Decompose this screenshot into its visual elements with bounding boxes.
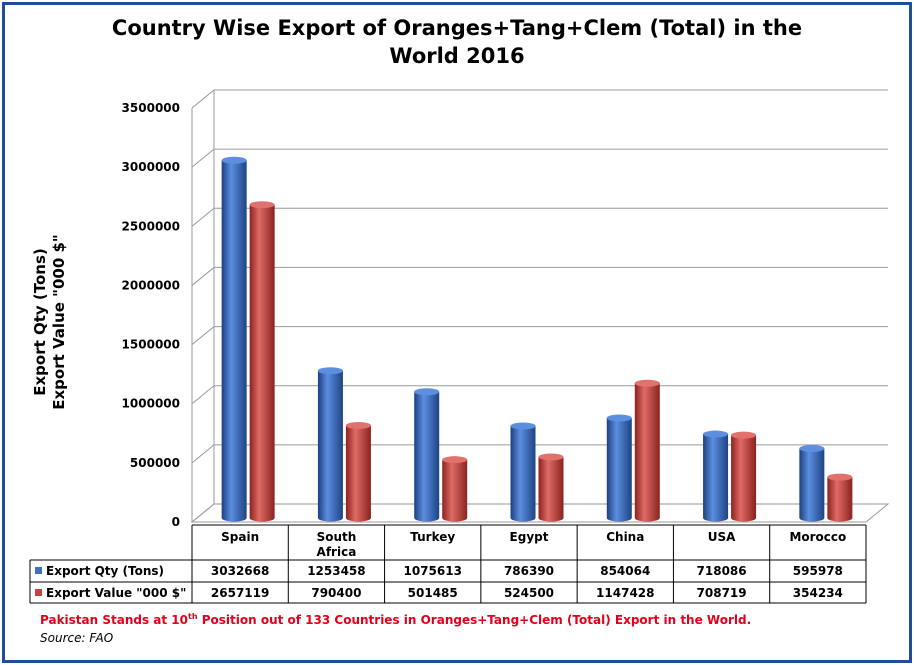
data-label: 1075613	[403, 564, 461, 578]
bar-top	[634, 379, 660, 387]
bar	[317, 367, 343, 522]
bar	[414, 388, 440, 522]
bar-body	[345, 425, 371, 522]
data-label: 790400	[311, 586, 361, 600]
bar-top	[606, 414, 632, 422]
gridline	[191, 266, 888, 286]
data-label: 595978	[793, 564, 843, 578]
data-label: 2657119	[211, 586, 269, 600]
y-tick-label: 3000000	[122, 160, 180, 174]
bar	[442, 456, 468, 522]
data-label: 354234	[793, 586, 843, 600]
y-tick-label: 3500000	[122, 101, 180, 115]
source-label: Source: FAO	[40, 631, 114, 645]
gridline	[191, 326, 888, 345]
bar-top	[703, 430, 729, 438]
bar-body	[827, 477, 853, 522]
bar-body	[606, 417, 632, 522]
category-label: USA	[708, 530, 736, 544]
bar-body	[414, 391, 440, 522]
bar	[827, 473, 853, 522]
bar-body	[249, 204, 275, 522]
category-label: Turkey	[410, 530, 455, 544]
chart-title: Country Wise Export of Oranges+Tang+Clem…	[0, 14, 914, 70]
gridline	[191, 385, 888, 405]
footer-note: Pakistan Stands at 10th Position out of …	[40, 612, 751, 627]
data-label: 854064	[600, 564, 650, 578]
bar-body	[317, 370, 343, 522]
bar	[510, 422, 536, 522]
y-tick-label: 1000000	[122, 397, 180, 411]
footer-note-sup: th	[188, 612, 198, 621]
data-label: 718086	[697, 564, 747, 578]
bar	[799, 445, 825, 522]
bar	[634, 379, 660, 522]
bar-body	[221, 160, 247, 522]
y-axis-ticks: 0 500000 1000000 1500000 2000000 2500000 30000…	[122, 101, 180, 529]
bar-body	[510, 425, 536, 522]
bar-top	[414, 388, 440, 396]
bar-top	[345, 422, 371, 430]
data-label: 501485	[408, 586, 458, 600]
y-tick-label: 0	[172, 515, 180, 529]
y-tick-label: 2000000	[122, 278, 180, 292]
bar-top	[731, 431, 757, 439]
y-tick-label: 2500000	[122, 219, 180, 233]
category-label: Spain	[221, 530, 259, 544]
bar	[731, 431, 757, 522]
category-label: Egypt	[510, 530, 549, 544]
data-label: 786390	[504, 564, 554, 578]
bar	[221, 156, 247, 522]
bar-body	[442, 459, 468, 522]
bar-body	[538, 456, 564, 522]
gridline	[191, 207, 888, 227]
bar	[345, 422, 371, 522]
data-label: 708719	[697, 586, 747, 600]
category-label: South	[317, 530, 357, 544]
category-label: China	[606, 530, 644, 544]
chart-title-line-2: World 2016	[389, 44, 525, 68]
chart-title-line-1: Country Wise Export of Oranges+Tang+Clem…	[111, 16, 803, 40]
bar-top	[799, 445, 825, 453]
bar-top	[510, 422, 536, 430]
y-tick-label: 1500000	[122, 338, 180, 352]
category-label: Africa	[317, 545, 357, 559]
bar-body	[731, 435, 757, 522]
bar-top	[221, 156, 247, 164]
footer-note-end: Position out of 133 Countries in Oranges…	[197, 613, 752, 627]
bar	[703, 430, 729, 522]
legend-swatch	[35, 567, 42, 574]
data-label: 3032668	[211, 564, 269, 578]
bar	[606, 414, 632, 522]
bar-body	[634, 383, 660, 522]
bar-body	[703, 434, 729, 522]
legend-label: Export Qty (Tons)	[46, 564, 164, 578]
data-label: 1147428	[596, 586, 654, 600]
bar-top	[442, 456, 468, 464]
bar-top	[317, 367, 343, 375]
data-label: 1253458	[307, 564, 365, 578]
bar-body	[799, 448, 825, 522]
legend-label: Export Value "000 $"	[46, 586, 186, 600]
bar-top	[538, 453, 564, 461]
gridline	[191, 148, 888, 168]
footer-note-start: Pakistan Stands at 10	[40, 613, 189, 627]
category-label: Morocco	[789, 530, 846, 544]
bar	[538, 453, 564, 522]
legend-swatch	[35, 589, 42, 596]
bar	[249, 201, 275, 522]
data-label: 524500	[504, 586, 554, 600]
bar-top	[249, 201, 275, 209]
bars	[221, 156, 853, 522]
y-tick-label: 500000	[130, 456, 180, 470]
bar-top	[827, 473, 853, 481]
gridline	[191, 89, 888, 109]
